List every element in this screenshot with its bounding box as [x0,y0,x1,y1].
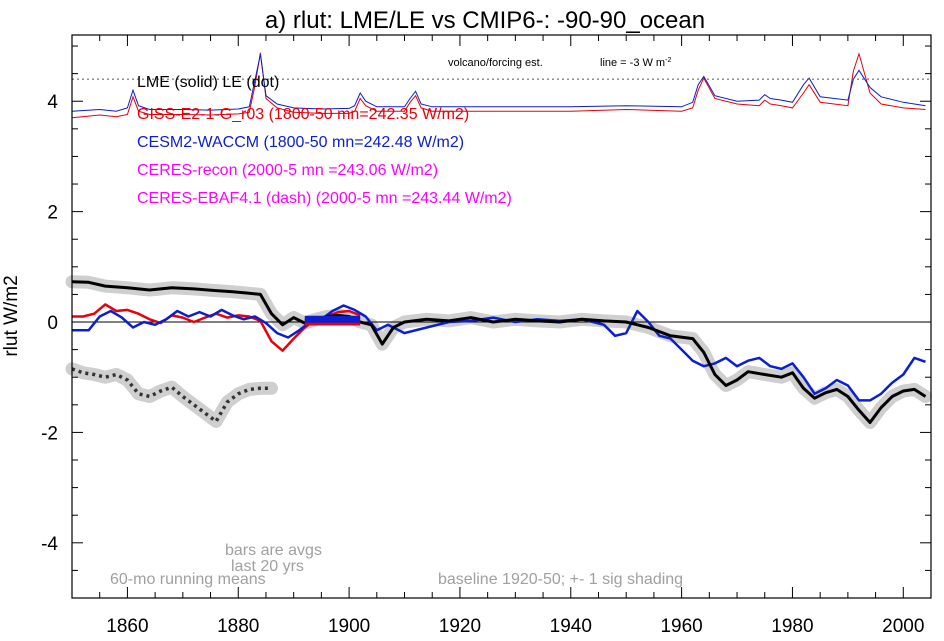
axis-ticks [71,35,932,599]
legend-entry-lme: LME (solid) LE (dot) [137,74,279,91]
legend-entry-ceres-ebaf: CERES-EBAF4.1 (dash) (2000-5 mn =243.44 … [137,190,512,207]
x-tick-label: 1900 [328,616,370,637]
le-sigma-band [65,362,278,428]
le-series-line [71,367,272,424]
y-tick-label: 0 [47,313,58,334]
x-tick-label: 1860 [106,616,148,637]
legend-entry-ceres-recon: CERES-recon (2000-5 mn =243.06 W/m2) [137,162,438,179]
chart-title: a) rlut: LME/LE vs CMIP6-: -90-90_ocean [265,7,705,34]
legend: LME (solid) LE (dot) GISS-E2-1-G_r03 (18… [137,74,512,207]
x-tick-label: 1960 [660,616,702,637]
y-tick-label: 4 [47,92,58,113]
giss-series-line [72,303,361,352]
lme-series-line [71,280,927,424]
bars-note-line-2: last 20 yrs [231,558,304,575]
legend-entry-giss: GISS-E2-1-G_r03 (1800-50 mn=242.35 W/m2) [137,106,469,123]
line-label: line = -3 W m-2 [600,57,671,69]
y-tick-label: 2 [47,203,58,224]
x-tick-label: 1880 [217,616,259,637]
x-tick-labels: 1860 1880 1900 1920 1940 1960 1980 2000 [106,616,924,637]
running-mean-note: 60-mo running means [110,571,266,588]
forcing-red-line [71,52,926,119]
x-tick-label: 1980 [771,616,813,637]
x-tick-label: 2000 [882,616,924,637]
baseline-note: baseline 1920-50; +- 1 sig shading [438,571,683,588]
y-axis-label: rlut W/m2 [1,275,22,356]
forcing-lines [71,52,926,119]
bars-note-line-1: bars are avgs [225,542,322,559]
plot-frame [71,34,932,599]
legend-entry-cesm: CESM2-WACCM (1800-50 mn=242.48 W/m2) [137,134,464,151]
y-tick-label: -4 [41,534,58,555]
x-tick-label: 1940 [550,616,592,637]
average-bars [304,315,361,326]
x-tick-label: 1920 [439,616,481,637]
volcano-label: volcano/forcing est. [448,57,543,69]
y-tick-label: -2 [41,423,58,444]
forcing-blue-line [71,54,926,112]
sigma-shading [65,275,932,429]
y-tick-labels: -4 -2 0 2 4 [41,92,58,555]
